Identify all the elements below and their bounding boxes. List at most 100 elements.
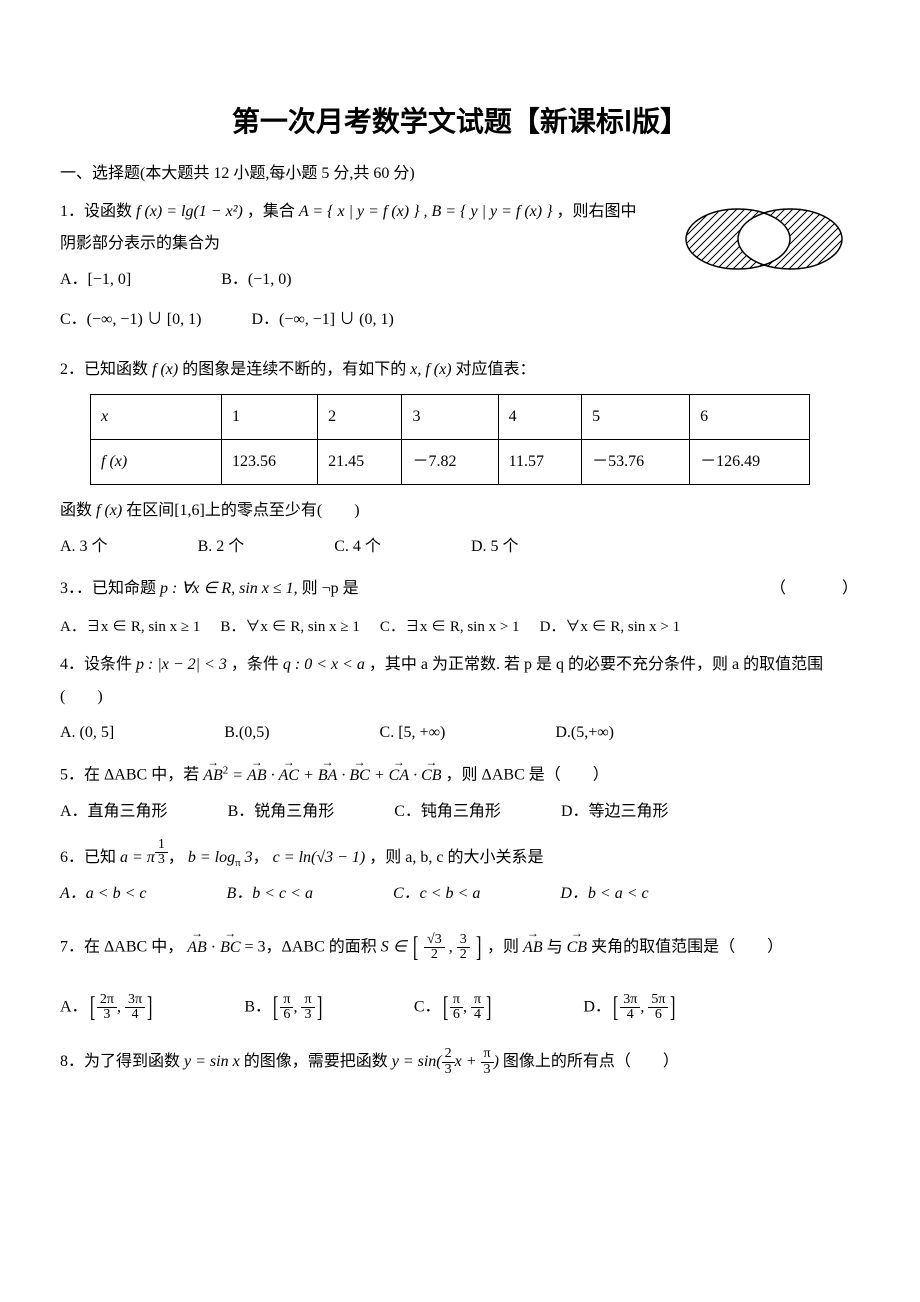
q5-D: D．等边三角形 xyxy=(561,796,669,828)
f: π xyxy=(471,993,484,1009)
q8-c: 图像上的所有点（ ） xyxy=(503,1053,679,1070)
f: 3π xyxy=(620,993,640,1009)
q4-A: A. (0, 5] xyxy=(60,717,114,749)
q7-lo-n: √3 xyxy=(424,933,445,949)
q6-C: C．c < b < a xyxy=(393,878,480,910)
q5-b: ，则 ΔABC 是（ ） xyxy=(446,767,609,784)
q2-fx2: f (x) xyxy=(96,502,122,519)
q1-B: B．(−1, 0) xyxy=(221,264,291,296)
f: 2 xyxy=(442,1047,455,1063)
q2-tail-b: 在区间[1,6]上的零点至少有( ) xyxy=(126,502,359,519)
cell: 6 xyxy=(690,395,810,440)
q6-a-base: a = π xyxy=(120,849,155,866)
q4-q: q : 0 < x < a xyxy=(283,656,365,673)
q7-Dlab: D． xyxy=(583,999,611,1016)
q1-text2: ，集合 xyxy=(247,203,299,220)
q4-options: A. (0, 5] B.(0,5) C. [5, +∞) D.(5,+∞) xyxy=(60,717,860,749)
q7-A: A．[2π3, 3π4] xyxy=(60,980,154,1036)
f: 6 xyxy=(648,1008,668,1023)
q3-a: 3．．已知命题 xyxy=(60,580,160,597)
q6-b: ，则 a, b, c 的大小关系是 xyxy=(369,849,543,866)
q5-eq: AB2 = AB · AC + BA · BC + CA · CB xyxy=(203,767,445,784)
q2-options: A. 3 个 B. 2 个 C. 4 个 D. 5 个 xyxy=(60,531,860,563)
q7-D: D．[3π4, 5π6] xyxy=(583,980,677,1036)
q2-D: D. 5 个 xyxy=(471,531,519,563)
q7-Alab: A． xyxy=(60,999,88,1016)
f: 6 xyxy=(450,1008,463,1023)
f: 3 xyxy=(442,1063,455,1078)
q4-a: 4．设条件 xyxy=(60,656,136,673)
q3-b: 则 ¬p 是 xyxy=(302,580,359,597)
q6-bvar: b = logπ 3 xyxy=(188,849,253,866)
f: π xyxy=(481,1047,494,1063)
question-1: 1．设函数 f (x) = lg(1 − x²) ，集合 A = { x | y… xyxy=(60,196,860,344)
q1-text: 1．设函数 xyxy=(60,203,136,220)
q6-cvar: c = ln(√3 − 1) xyxy=(273,849,366,866)
q1-A: A．[−1, 0] xyxy=(60,264,131,296)
f: 2π xyxy=(97,993,117,1009)
q7-Clab: C． xyxy=(414,999,441,1016)
question-7: 7．在 ΔABC 中， AB · BC = 3，ΔABC 的面积 S ∈ [ √… xyxy=(60,920,860,1036)
question-8: 8．为了得到函数 y = sin x 的图像，需要把函数 y = sin(23x… xyxy=(60,1046,860,1078)
q4-D: D.(5,+∞) xyxy=(555,717,614,749)
f: 3 xyxy=(301,1008,314,1023)
f: 4 xyxy=(471,1008,484,1023)
q1-C: C．(−∞, −1) ∪ [0, 1) xyxy=(60,304,201,336)
fxlabel: f (x) xyxy=(101,453,127,470)
q7-S: S ∈ xyxy=(381,939,407,956)
q3-p: p : ∀x ∈ R, sin x ≤ 1, xyxy=(160,580,298,597)
question-4: 4．设条件 p : |x − 2| < 3 ，条件 q : 0 < x < a … xyxy=(60,649,860,749)
q2-c: 对应值表： xyxy=(456,361,536,378)
f: 6 xyxy=(280,1008,293,1023)
cell: 2 xyxy=(318,395,402,440)
q3-options: A．∃x ∈ R, sin x ≥ 1 B．∀x ∈ R, sin x ≥ 1 … xyxy=(60,615,860,639)
q6-B: B．b < c < a xyxy=(226,878,312,910)
q7-lo-d: 2 xyxy=(424,948,445,963)
xlabel: x xyxy=(101,408,108,425)
q7-C: C．[π6, π4] xyxy=(414,980,494,1036)
q3-B: B．∀x ∈ R, sin x ≥ 1 xyxy=(220,615,360,639)
q8-y1: y = sin x xyxy=(184,1053,240,1070)
q7-vecs: AB 与 CB xyxy=(523,939,587,956)
q5-options: A．直角三角形 B．锐角三角形 C．钝角三角形 D．等边三角形 xyxy=(60,796,860,828)
q6-D: D．b < a < c xyxy=(560,878,648,910)
cell: 21.45 xyxy=(318,440,402,485)
q8-a: 8．为了得到函数 xyxy=(60,1053,184,1070)
q1-options: A．[−1, 0] B．(−1, 0) xyxy=(60,264,650,296)
f: 3 xyxy=(97,1008,117,1023)
q2-B: B. 2 个 xyxy=(198,531,245,563)
q7-B: B．[π6, π3] xyxy=(244,980,324,1036)
q4-b: ，条件 xyxy=(231,656,283,673)
f: 4 xyxy=(620,1008,640,1023)
f: 5π xyxy=(648,993,668,1009)
y2b: ) xyxy=(494,1053,499,1070)
q1-func: f (x) = lg(1 − x²) xyxy=(136,203,243,220)
f: 3π xyxy=(125,993,145,1009)
f: π xyxy=(450,993,463,1009)
q1-options2: C．(−∞, −1) ∪ [0, 1) D．(−∞, −1] ∪ (0, 1) xyxy=(60,304,860,336)
q7-options: A．[2π3, 3π4] B．[π6, π3] C．[π6, π4] D．[3π… xyxy=(60,980,860,1036)
f: π xyxy=(280,993,293,1009)
q2-a: 2．已知函数 xyxy=(60,361,152,378)
q5-C: C．钝角三角形 xyxy=(394,796,501,828)
q7-Blab: B． xyxy=(244,999,271,1016)
y2m: x + xyxy=(455,1053,481,1070)
q3-A: A．∃x ∈ R, sin x ≥ 1 xyxy=(60,615,200,639)
q6-options: A．a < b < c B．b < c < a C．c < b < a D．b … xyxy=(60,878,860,910)
f: 4 xyxy=(125,1008,145,1023)
q7-hi-d: 2 xyxy=(457,948,470,963)
q8-b: 的图像，需要把函数 xyxy=(244,1053,392,1070)
question-3: 3．．已知命题 p : ∀x ∈ R, sin x ≤ 1, 则 ¬p 是 （ … xyxy=(60,573,860,605)
q1-D: D．(−∞, −1] ∪ (0, 1) xyxy=(251,304,393,336)
question-5: 5．在 ΔABC 中，若 AB2 = AB · AC + BA · BC + C… xyxy=(60,759,860,827)
q5-A: A．直角三角形 xyxy=(60,796,168,828)
q7-hi-n: 3 xyxy=(457,933,470,949)
q2-table: x 1 2 3 4 5 6 f (x) 123.56 21.45 －7.82 1… xyxy=(90,394,810,485)
q2-b: 的图象是连续不断的，有如下的 xyxy=(182,361,410,378)
q2-xfx: x, f (x) xyxy=(410,361,451,378)
q4-p: p : |x − 2| < 3 xyxy=(136,656,227,673)
q7-a: 7．在 ΔABC 中， xyxy=(60,939,183,956)
cell: 1 xyxy=(222,395,318,440)
q3-D: D．∀x ∈ R, sin x > 1 xyxy=(540,615,681,639)
q6-A: A．a < b < c xyxy=(60,878,146,910)
